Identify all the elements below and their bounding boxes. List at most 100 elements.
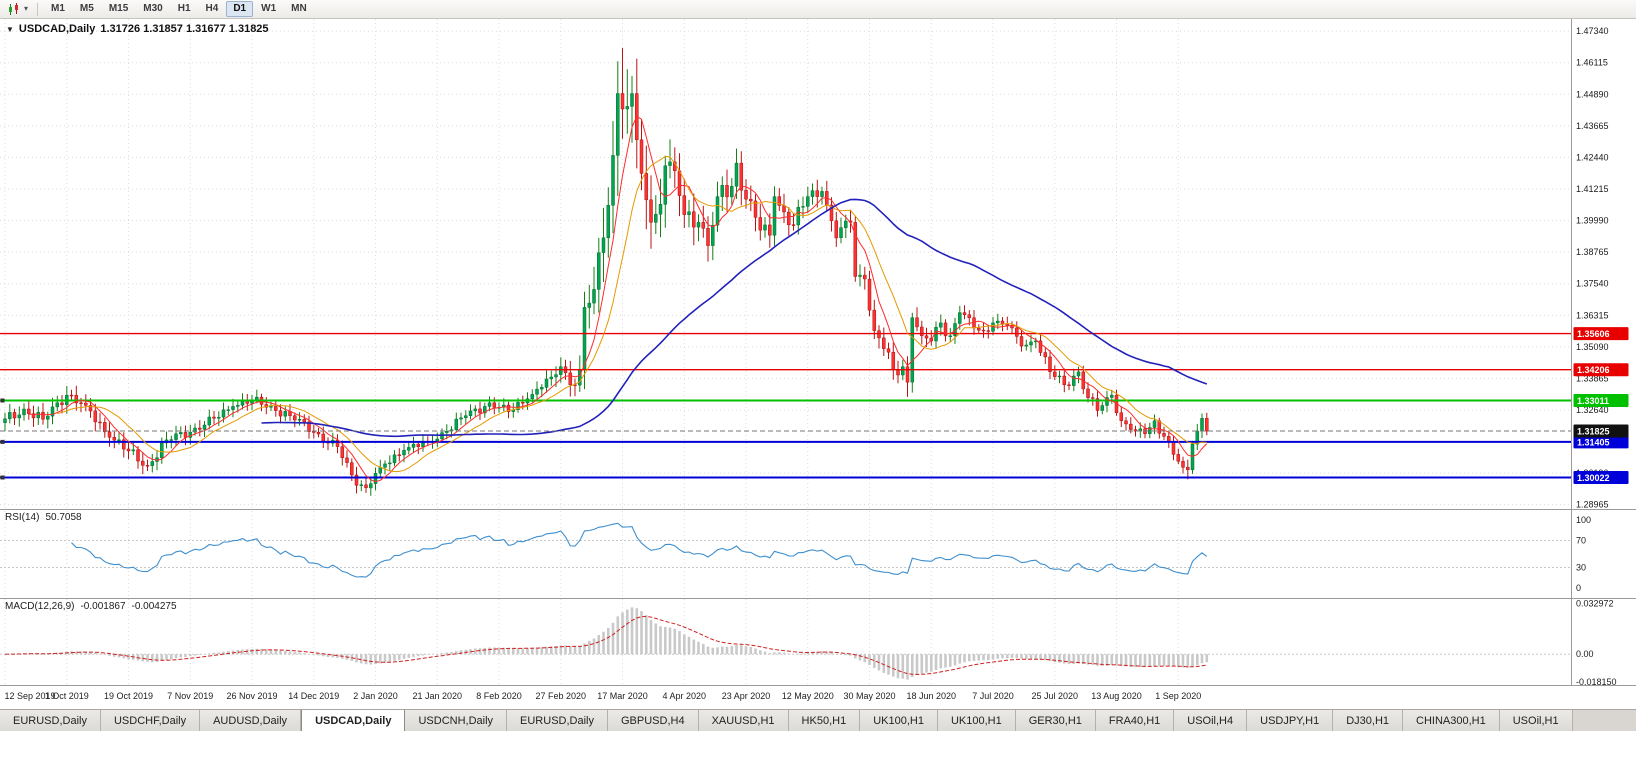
price-badge <box>1573 327 1629 341</box>
grid-layer <box>0 19 1572 686</box>
svg-text:21 Jan 2020: 21 Jan 2020 <box>413 691 463 701</box>
down-candle-wicks <box>14 48 1208 494</box>
tab-xauusd-h1-7[interactable]: XAUUSD,H1 <box>698 710 789 731</box>
tab-usoil-h1-17[interactable]: USOil,H1 <box>1499 710 1573 731</box>
timeframe-m5[interactable]: M5 <box>79 3 94 14</box>
tab-dj30-h1-15[interactable]: DJ30,H1 <box>1333 710 1404 731</box>
moving-averages-layer <box>28 115 1208 483</box>
svg-text:1.32640: 1.32640 <box>1576 405 1609 415</box>
tab-usdchf-daily-1[interactable]: USDCHF,Daily <box>100 710 201 731</box>
tab-china300-h1-16[interactable]: CHINA300,H1 <box>1403 710 1500 731</box>
svg-text:12 May 2020: 12 May 2020 <box>782 691 834 701</box>
svg-text:27 Feb 2020: 27 Feb 2020 <box>536 691 587 701</box>
svg-text:0: 0 <box>1576 583 1581 593</box>
timeframe-d1[interactable]: D1 <box>226 1 254 17</box>
svg-text:19 Oct 2019: 19 Oct 2019 <box>104 691 153 701</box>
ohlc-quotes: 1.31726 1.31857 1.31677 1.31825 <box>100 23 269 35</box>
svg-text:7 Jul 2020: 7 Jul 2020 <box>972 691 1014 701</box>
chart-type-button[interactable]: ▾ <box>4 2 31 16</box>
timeframe-h4[interactable]: H4 <box>205 3 219 14</box>
svg-text:1.43665: 1.43665 <box>1576 121 1609 131</box>
svg-text:1.31405: 1.31405 <box>1577 437 1610 447</box>
rsi-line <box>71 522 1208 578</box>
svg-text:0.00: 0.00 <box>1576 649 1594 659</box>
tab-eurusd-daily-5[interactable]: EURUSD,Daily <box>507 710 608 731</box>
svg-text:1.46115: 1.46115 <box>1576 58 1608 68</box>
chart-title: ▼ USDCAD,Daily 1.31726 1.31857 1.31677 1… <box>6 23 269 35</box>
candlestick-chart-icon <box>9 2 18 15</box>
svg-text:30 May 2020: 30 May 2020 <box>843 691 895 701</box>
tab-eurusd-daily-0[interactable]: EURUSD,Daily <box>0 710 101 731</box>
svg-text:1 Sep 2020: 1 Sep 2020 <box>1155 691 1201 701</box>
svg-text:1.35090: 1.35090 <box>1576 342 1609 352</box>
tab-gbpusd-h4-6[interactable]: GBPUSD,H4 <box>608 710 699 731</box>
timeframe-m30[interactable]: M30 <box>143 3 163 14</box>
price-badge <box>1573 435 1629 449</box>
macd-signal-value: -0.004275 <box>131 601 177 612</box>
macd-layer <box>4 607 1209 680</box>
svg-text:1.35606: 1.35606 <box>1577 329 1610 339</box>
price-badge <box>1573 363 1629 377</box>
svg-text:8 Feb 2020: 8 Feb 2020 <box>476 691 522 701</box>
svg-text:0.032972: 0.032972 <box>1576 598 1614 608</box>
svg-text:1.34206: 1.34206 <box>1577 365 1610 375</box>
tab-audusd-daily-2[interactable]: AUDUSD,Daily <box>200 710 302 731</box>
svg-text:23 Apr 2020: 23 Apr 2020 <box>722 691 771 701</box>
hline-handle[interactable] <box>0 398 5 403</box>
timeframe-w1[interactable]: W1 <box>261 3 277 14</box>
timeframe-m1[interactable]: M1 <box>51 3 65 14</box>
tab-uk100-h1-9[interactable]: UK100,H1 <box>860 710 938 731</box>
svg-text:12 Sep 2019: 12 Sep 2019 <box>4 691 55 701</box>
svg-text:30: 30 <box>1576 563 1586 573</box>
tab-usdcad-daily-3[interactable]: USDCAD,Daily <box>301 710 406 731</box>
macd-indicator-label: MACD(12,26,9) -0.001867 -0.004275 <box>5 601 177 612</box>
svg-text:70: 70 <box>1576 536 1586 546</box>
price-badge <box>1573 424 1629 438</box>
tab-usdcnh-daily-4[interactable]: USDCNH,Daily <box>405 710 508 731</box>
svg-text:17 Mar 2020: 17 Mar 2020 <box>597 691 648 701</box>
price-badge <box>1573 471 1629 484</box>
tab-usdjpy-h1-14[interactable]: USDJPY,H1 <box>1247 710 1334 731</box>
tab-hk50-h1-8[interactable]: HK50,H1 <box>788 710 861 731</box>
svg-text:4 Apr 2020: 4 Apr 2020 <box>663 691 707 701</box>
svg-text:1.41215: 1.41215 <box>1576 184 1609 194</box>
chart-canvas[interactable]: 1.47340 1.46115 1.44890 1.43665 1.42440 1.412… <box>0 19 1636 707</box>
rsi-name: RSI(14) <box>5 512 40 523</box>
hline-handle[interactable] <box>0 475 5 480</box>
svg-text:18 Jun 2020: 18 Jun 2020 <box>907 691 957 701</box>
svg-text:1 Oct 2019: 1 Oct 2019 <box>45 691 89 701</box>
indicator-levels-layer <box>0 540 1572 655</box>
tab-ger30-h1-11[interactable]: GER30,H1 <box>1015 710 1096 731</box>
rsi-current-value: 50.7058 <box>45 512 82 523</box>
svg-text:1.44890: 1.44890 <box>1576 89 1609 99</box>
hline-handle[interactable] <box>0 439 5 444</box>
svg-text:13 Aug 2020: 13 Aug 2020 <box>1091 691 1142 701</box>
rsi-layer <box>71 522 1208 578</box>
tab-usoil-h4-13[interactable]: USOil,H4 <box>1174 710 1248 731</box>
tab-fra40-h1-12[interactable]: FRA40,H1 <box>1095 710 1175 731</box>
svg-text:1.38765: 1.38765 <box>1576 247 1609 257</box>
price-scale[interactable]: 1.47340 1.46115 1.44890 1.43665 1.42440 1.412… <box>1576 26 1617 687</box>
svg-text:25 Jul 2020: 25 Jul 2020 <box>1032 691 1079 701</box>
ma-55 <box>261 198 1208 438</box>
timeframe-h1[interactable]: H1 <box>177 3 191 14</box>
svg-text:1.31825: 1.31825 <box>1577 427 1610 437</box>
svg-text:1.47340: 1.47340 <box>1576 26 1609 36</box>
svg-text:100: 100 <box>1576 515 1591 525</box>
price-badge <box>1573 394 1629 407</box>
timeframe-toolbar: ▾ M1 M5 M15 M30 H1 H4 D1 W1 MN <box>0 0 1636 19</box>
timeframe-mn[interactable]: MN <box>291 3 307 14</box>
symbol-marker-icon: ▼ <box>6 24 14 34</box>
macd-main-value: -0.001867 <box>80 601 126 612</box>
ma-6 <box>28 115 1208 483</box>
svg-text:-0.018150: -0.018150 <box>1576 677 1617 687</box>
timeframe-buttons: M1 M5 M15 M30 H1 H4 D1 W1 MN <box>44 1 314 17</box>
svg-text:1.30022: 1.30022 <box>1577 473 1610 483</box>
svg-text:1.37540: 1.37540 <box>1576 279 1609 289</box>
timeframe-m15[interactable]: M15 <box>108 3 129 14</box>
tab-uk100-h1-10[interactable]: UK100,H1 <box>937 710 1016 731</box>
candles-layer <box>3 48 1209 496</box>
pane-separators <box>0 19 1636 686</box>
